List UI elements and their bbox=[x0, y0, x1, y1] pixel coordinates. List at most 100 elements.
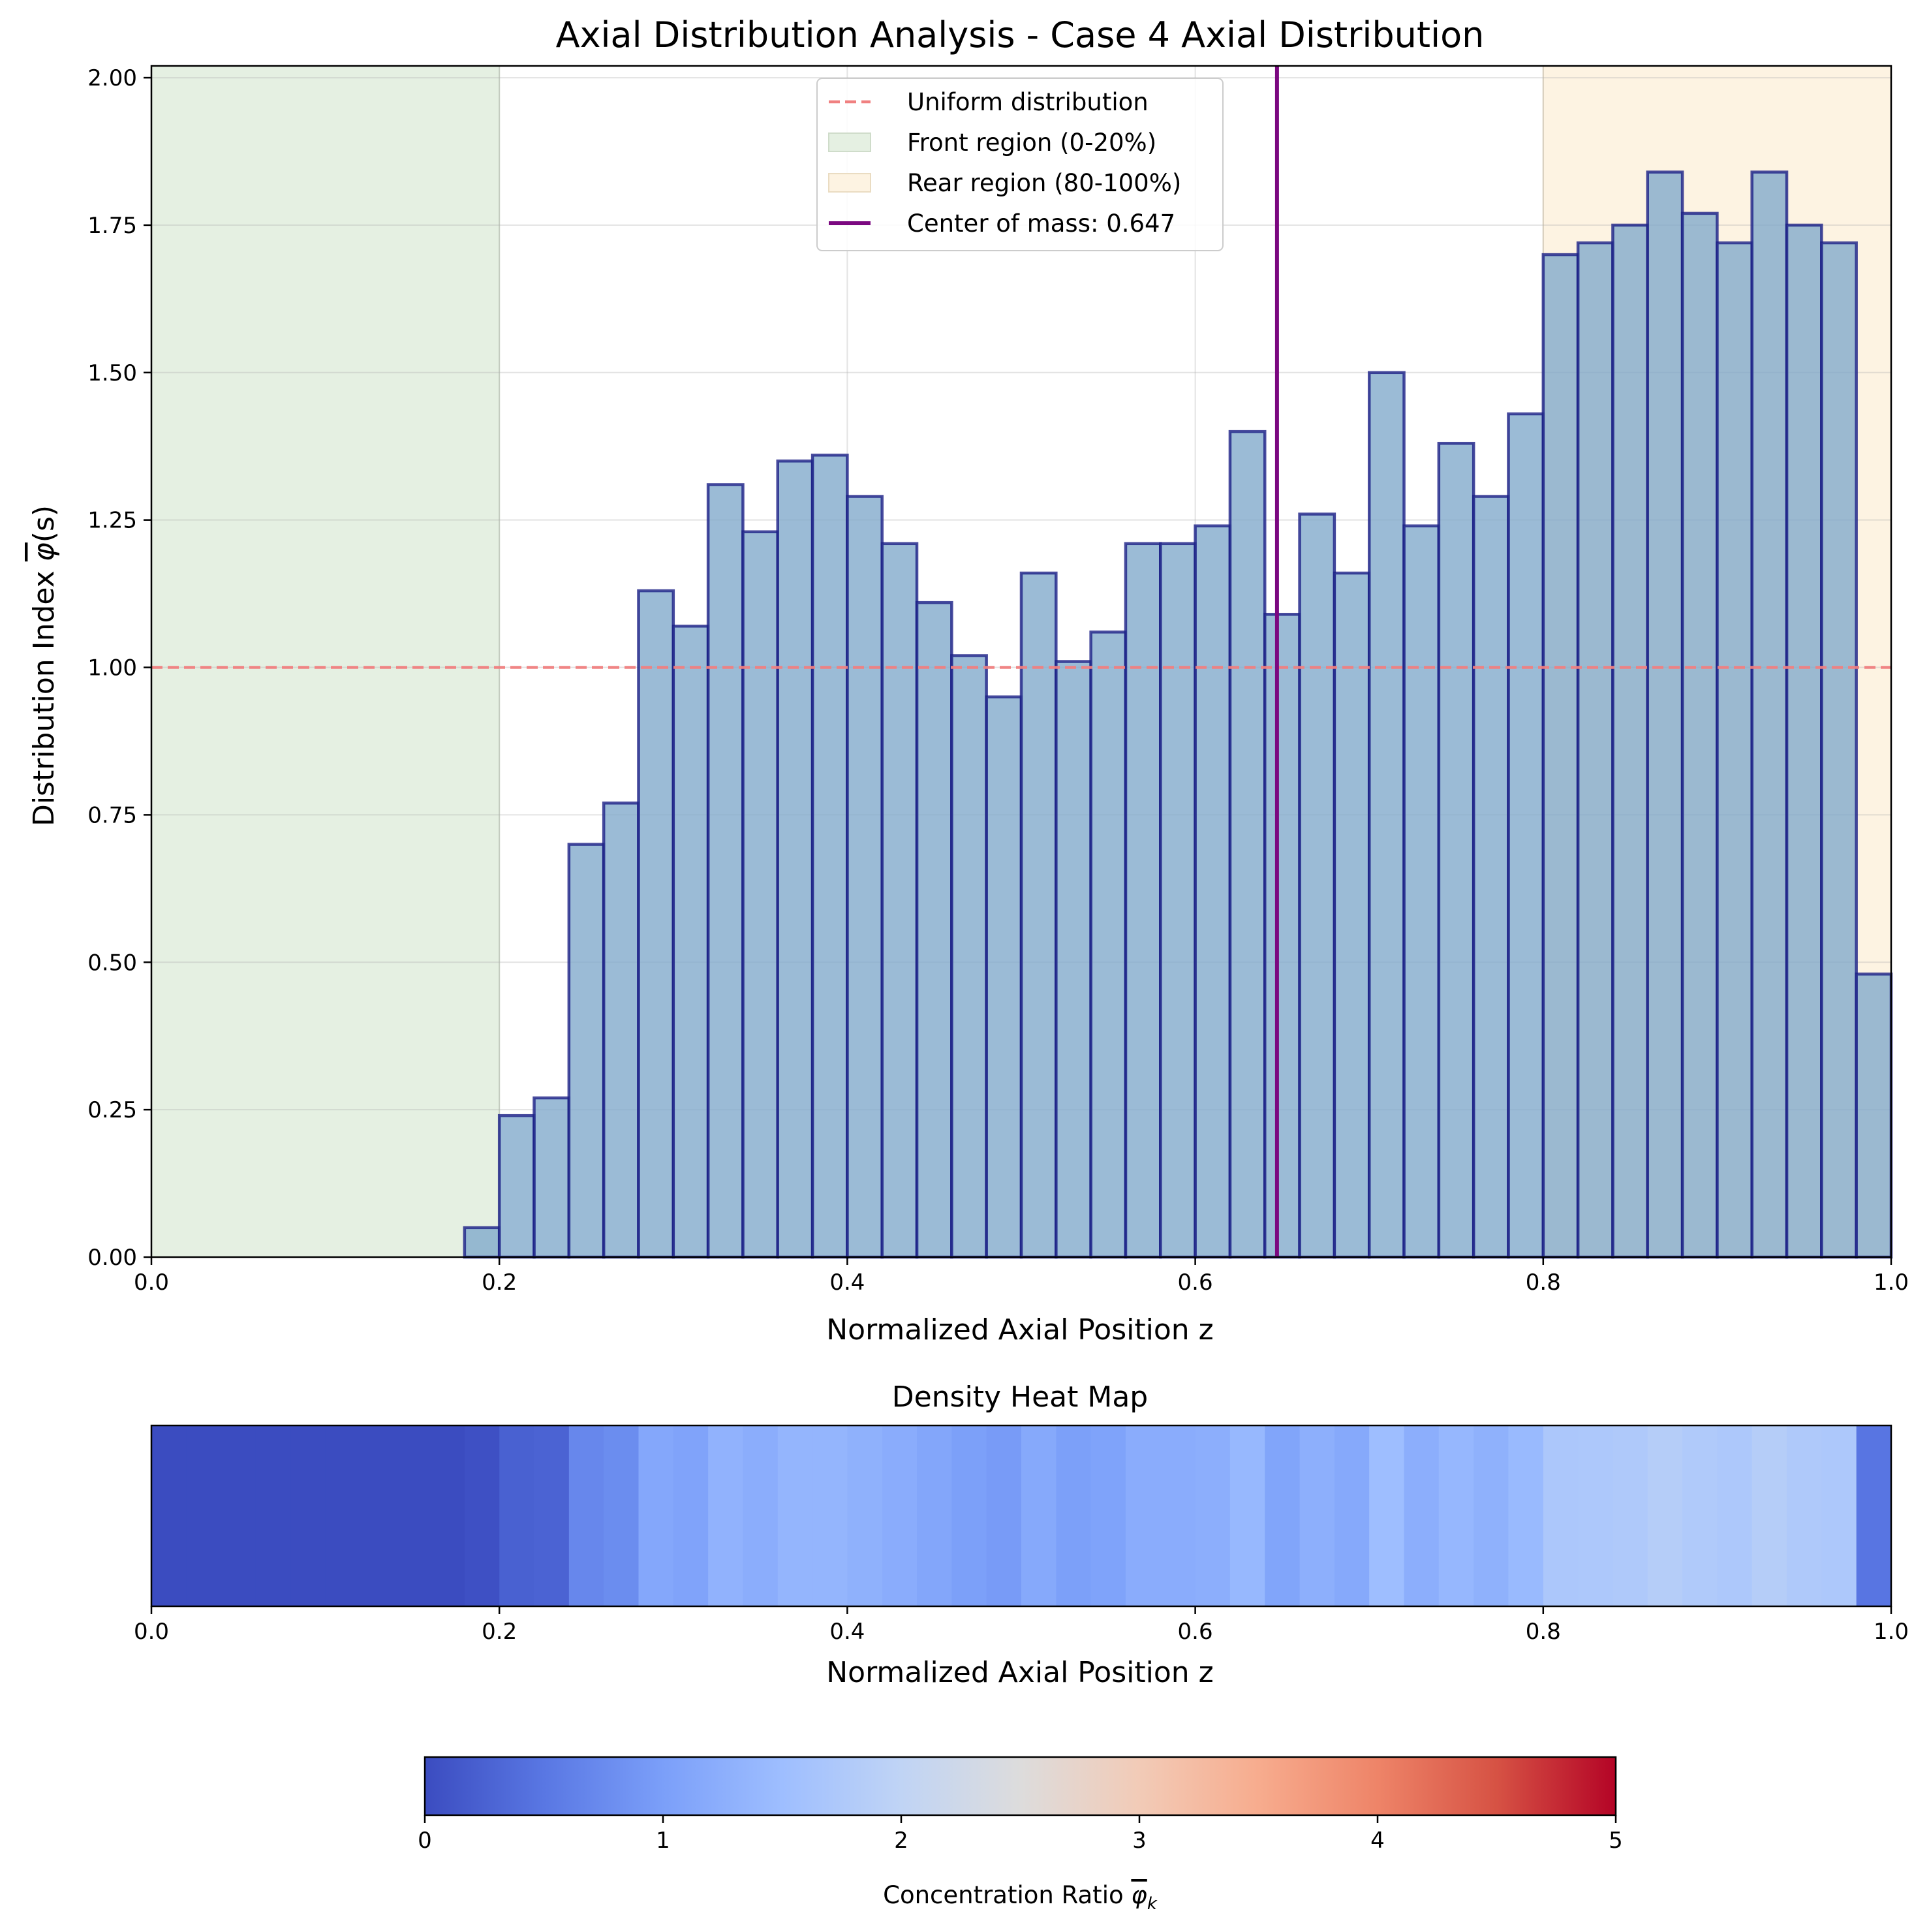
y-tick-label: 1.00 bbox=[87, 655, 137, 681]
heatmap-x-tick-label: 0.4 bbox=[829, 1619, 865, 1645]
heatmap-cell bbox=[1090, 1426, 1126, 1606]
heatmap-cell bbox=[1821, 1426, 1857, 1606]
heatmap-cell bbox=[395, 1426, 431, 1606]
legend-label: Rear region (80-100%) bbox=[907, 169, 1181, 197]
histogram-bar bbox=[1055, 660, 1092, 1259]
heatmap-x-tick-label: 0.8 bbox=[1526, 1619, 1561, 1645]
colorbar-gradient bbox=[424, 1756, 1617, 1816]
heatmap-cell bbox=[568, 1426, 604, 1606]
histogram-bar bbox=[1298, 512, 1336, 1259]
colorbar-tick-label: 4 bbox=[1370, 1828, 1385, 1854]
histogram-bar bbox=[1367, 371, 1406, 1259]
y-tick-label: 1.25 bbox=[87, 508, 137, 534]
histogram-bar bbox=[637, 589, 675, 1259]
heatmap-cell bbox=[186, 1426, 222, 1606]
histogram-bar bbox=[497, 1114, 536, 1259]
x-tick-label: 1.0 bbox=[1874, 1270, 1909, 1296]
heatmap-cell bbox=[1195, 1426, 1231, 1606]
x-tick-label: 0.2 bbox=[482, 1270, 517, 1296]
heatmap-cell bbox=[325, 1426, 361, 1606]
heatmap-cell bbox=[1299, 1426, 1335, 1606]
colorbar-label-subscript: k bbox=[1147, 1894, 1158, 1914]
heatmap-cell bbox=[917, 1426, 952, 1606]
colorbar-label: Concentration Ratio φk bbox=[883, 1881, 1158, 1914]
heatmap-cell bbox=[1369, 1426, 1405, 1606]
histogram-bar bbox=[1019, 571, 1058, 1259]
histogram-bar bbox=[1228, 429, 1267, 1259]
heatmap-cell bbox=[1265, 1426, 1301, 1606]
y-axis-label-suffix: (s) bbox=[27, 505, 61, 542]
histogram-bar bbox=[1159, 542, 1197, 1259]
heatmap-cell bbox=[1334, 1426, 1370, 1606]
histogram-bar bbox=[1855, 973, 1893, 1259]
heatmap-cell bbox=[1438, 1426, 1474, 1606]
colorbar-tick-label: 0 bbox=[418, 1828, 432, 1854]
colorbar: 0 1 2 3 4 5 bbox=[418, 1756, 1623, 1854]
colorbar-tick-label: 5 bbox=[1609, 1828, 1623, 1854]
heatmap-cell bbox=[1021, 1426, 1057, 1606]
heatmap-cell bbox=[464, 1426, 500, 1606]
histogram-bar bbox=[776, 460, 814, 1259]
heatmap-cell bbox=[882, 1426, 918, 1606]
front-region-band bbox=[151, 65, 501, 1258]
density-heat-map: 0.0 0.2 0.4 0.6 0.8 1.0 bbox=[134, 1424, 1909, 1645]
heatmap-cell bbox=[638, 1426, 674, 1606]
histogram-bar bbox=[1263, 612, 1301, 1259]
heatmap-cell bbox=[1160, 1426, 1196, 1606]
y-axis-label-text: Distribution Index bbox=[27, 570, 61, 826]
heatmap-cell bbox=[951, 1426, 987, 1606]
histogram-bar bbox=[1333, 571, 1371, 1259]
histogram-bar bbox=[463, 1226, 501, 1259]
heatmap-x-tick-label: 0.6 bbox=[1178, 1619, 1213, 1645]
histogram-bar bbox=[1541, 253, 1580, 1259]
histogram-bar bbox=[1507, 412, 1545, 1259]
heatmap-cell bbox=[812, 1426, 848, 1606]
heatmap-cell bbox=[1613, 1426, 1648, 1606]
histogram-bar bbox=[1646, 170, 1684, 1259]
histogram-bar bbox=[532, 1096, 571, 1259]
histogram-bar bbox=[1124, 542, 1162, 1259]
heatmap-cell bbox=[290, 1426, 326, 1606]
histogram-bar bbox=[1194, 524, 1232, 1259]
histogram-bar bbox=[741, 530, 780, 1259]
y-tick-label: 0.25 bbox=[87, 1097, 137, 1123]
heatmap-cell bbox=[499, 1426, 535, 1606]
heatmap-cell bbox=[1125, 1426, 1161, 1606]
colorbar-label-symbol: φ bbox=[1131, 1881, 1147, 1909]
heatmap-cell bbox=[743, 1426, 779, 1606]
heatmap-frame bbox=[150, 1424, 1892, 1608]
heatmap-cell bbox=[151, 1426, 187, 1606]
heatmap-cell bbox=[777, 1426, 813, 1606]
histogram-bar bbox=[915, 600, 953, 1259]
y-tick-label: 1.75 bbox=[87, 213, 137, 239]
y-axis-label-symbol: φ bbox=[27, 542, 61, 561]
heatmap-cell bbox=[221, 1426, 256, 1606]
legend-swatch-front bbox=[828, 132, 871, 152]
histogram-bar bbox=[1402, 524, 1441, 1259]
heatmap-cell bbox=[847, 1426, 883, 1606]
histogram-bar bbox=[1472, 495, 1510, 1259]
histogram-bar bbox=[706, 483, 745, 1259]
colorbar-label-text: Concentration Ratio bbox=[883, 1881, 1124, 1909]
heatmap-cell bbox=[1474, 1426, 1509, 1606]
legend-box bbox=[816, 78, 1224, 251]
heatmap-cell bbox=[1856, 1426, 1892, 1606]
histogram-bar bbox=[1576, 241, 1614, 1259]
main-x-axis-label: Normalized Axial Position z bbox=[826, 1313, 1213, 1347]
heatmap-cell bbox=[360, 1426, 395, 1606]
legend-swatch-rear bbox=[828, 173, 871, 193]
heatmap-cell bbox=[1647, 1426, 1683, 1606]
legend: Uniform distribution Front region (0-20%)… bbox=[816, 78, 1224, 251]
y-tick-label: 0.50 bbox=[87, 950, 137, 976]
heatmap-cell bbox=[534, 1426, 570, 1606]
histogram-bar bbox=[1785, 223, 1823, 1259]
heatmap-x-tick-label: 0.0 bbox=[134, 1619, 169, 1645]
y-tick-label: 1.50 bbox=[87, 360, 137, 386]
heatmap-cell bbox=[1056, 1426, 1092, 1606]
heatmap-cell bbox=[708, 1426, 744, 1606]
x-tick-label: 0.4 bbox=[829, 1270, 865, 1296]
histogram-bar bbox=[1611, 223, 1650, 1259]
distribution-bar-chart: 0.0 0.2 0.4 0.6 0.8 1.0 0.00 0.25 0.50 0.75 1.00 1… bbox=[27, 65, 1909, 1347]
heatmap-cell bbox=[604, 1426, 640, 1606]
heatmap-title: Density Heat Map bbox=[892, 1380, 1148, 1414]
